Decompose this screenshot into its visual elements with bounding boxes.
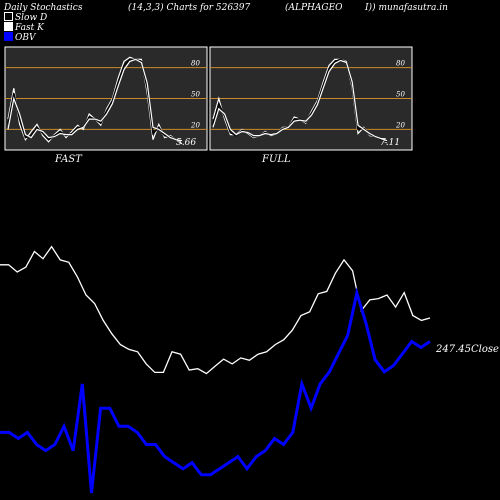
stochastics-fast-series-2 <box>7 58 183 142</box>
full-last-value-label: 7.11 <box>380 138 400 148</box>
close-price-line <box>0 245 431 375</box>
tick-label-0-0: 80 <box>191 60 200 68</box>
chart-source: I)) munafasutra.in <box>365 3 448 13</box>
close-value-label: 247.45Close <box>435 344 499 355</box>
chart-params: (14,3,3) Charts for 526397 <box>128 3 251 13</box>
tick-label-0-1: 50 <box>191 91 200 99</box>
legend-label-fast-k: Fast K <box>15 23 44 33</box>
legend-slow-d: Slow D <box>4 12 47 23</box>
obv-line <box>0 287 431 494</box>
close-value-number: 247.45 <box>435 344 471 355</box>
legend-swatch-slow-d <box>4 12 13 21</box>
tick-label-1-1: 50 <box>396 91 405 99</box>
tick-label-0-2: 20 <box>190 121 200 129</box>
stochastics-full-series-2 <box>212 59 388 142</box>
stochastics-fast-panel: 80 50 20 <box>4 46 208 151</box>
legend-obv: OBV <box>4 32 36 43</box>
legend-fast-k: Fast K <box>4 22 44 33</box>
chart-title: Daily Stochastics <box>4 3 83 13</box>
tick-label-1-2: 20 <box>395 121 405 129</box>
stochastics-full-series-1 <box>212 58 388 143</box>
legend-swatch-fast-k <box>4 22 13 31</box>
fast-last-value-label: 5.66 <box>176 138 196 148</box>
full-panel-label: FULL <box>261 154 291 165</box>
price-obv-panel <box>0 245 431 494</box>
tick-label-1-0: 80 <box>396 60 405 68</box>
chart-symbol: (ALPHAGEO <box>285 3 343 13</box>
close-value-suffix: Close <box>471 344 499 355</box>
stochastics-full-panel: 80 50 20 <box>209 46 413 151</box>
fast-panel-label: FAST <box>54 154 83 165</box>
legend-swatch-obv <box>4 32 13 41</box>
legend-label-obv: OBV <box>15 33 36 43</box>
legend-label-slow-d: Slow D <box>15 13 48 23</box>
